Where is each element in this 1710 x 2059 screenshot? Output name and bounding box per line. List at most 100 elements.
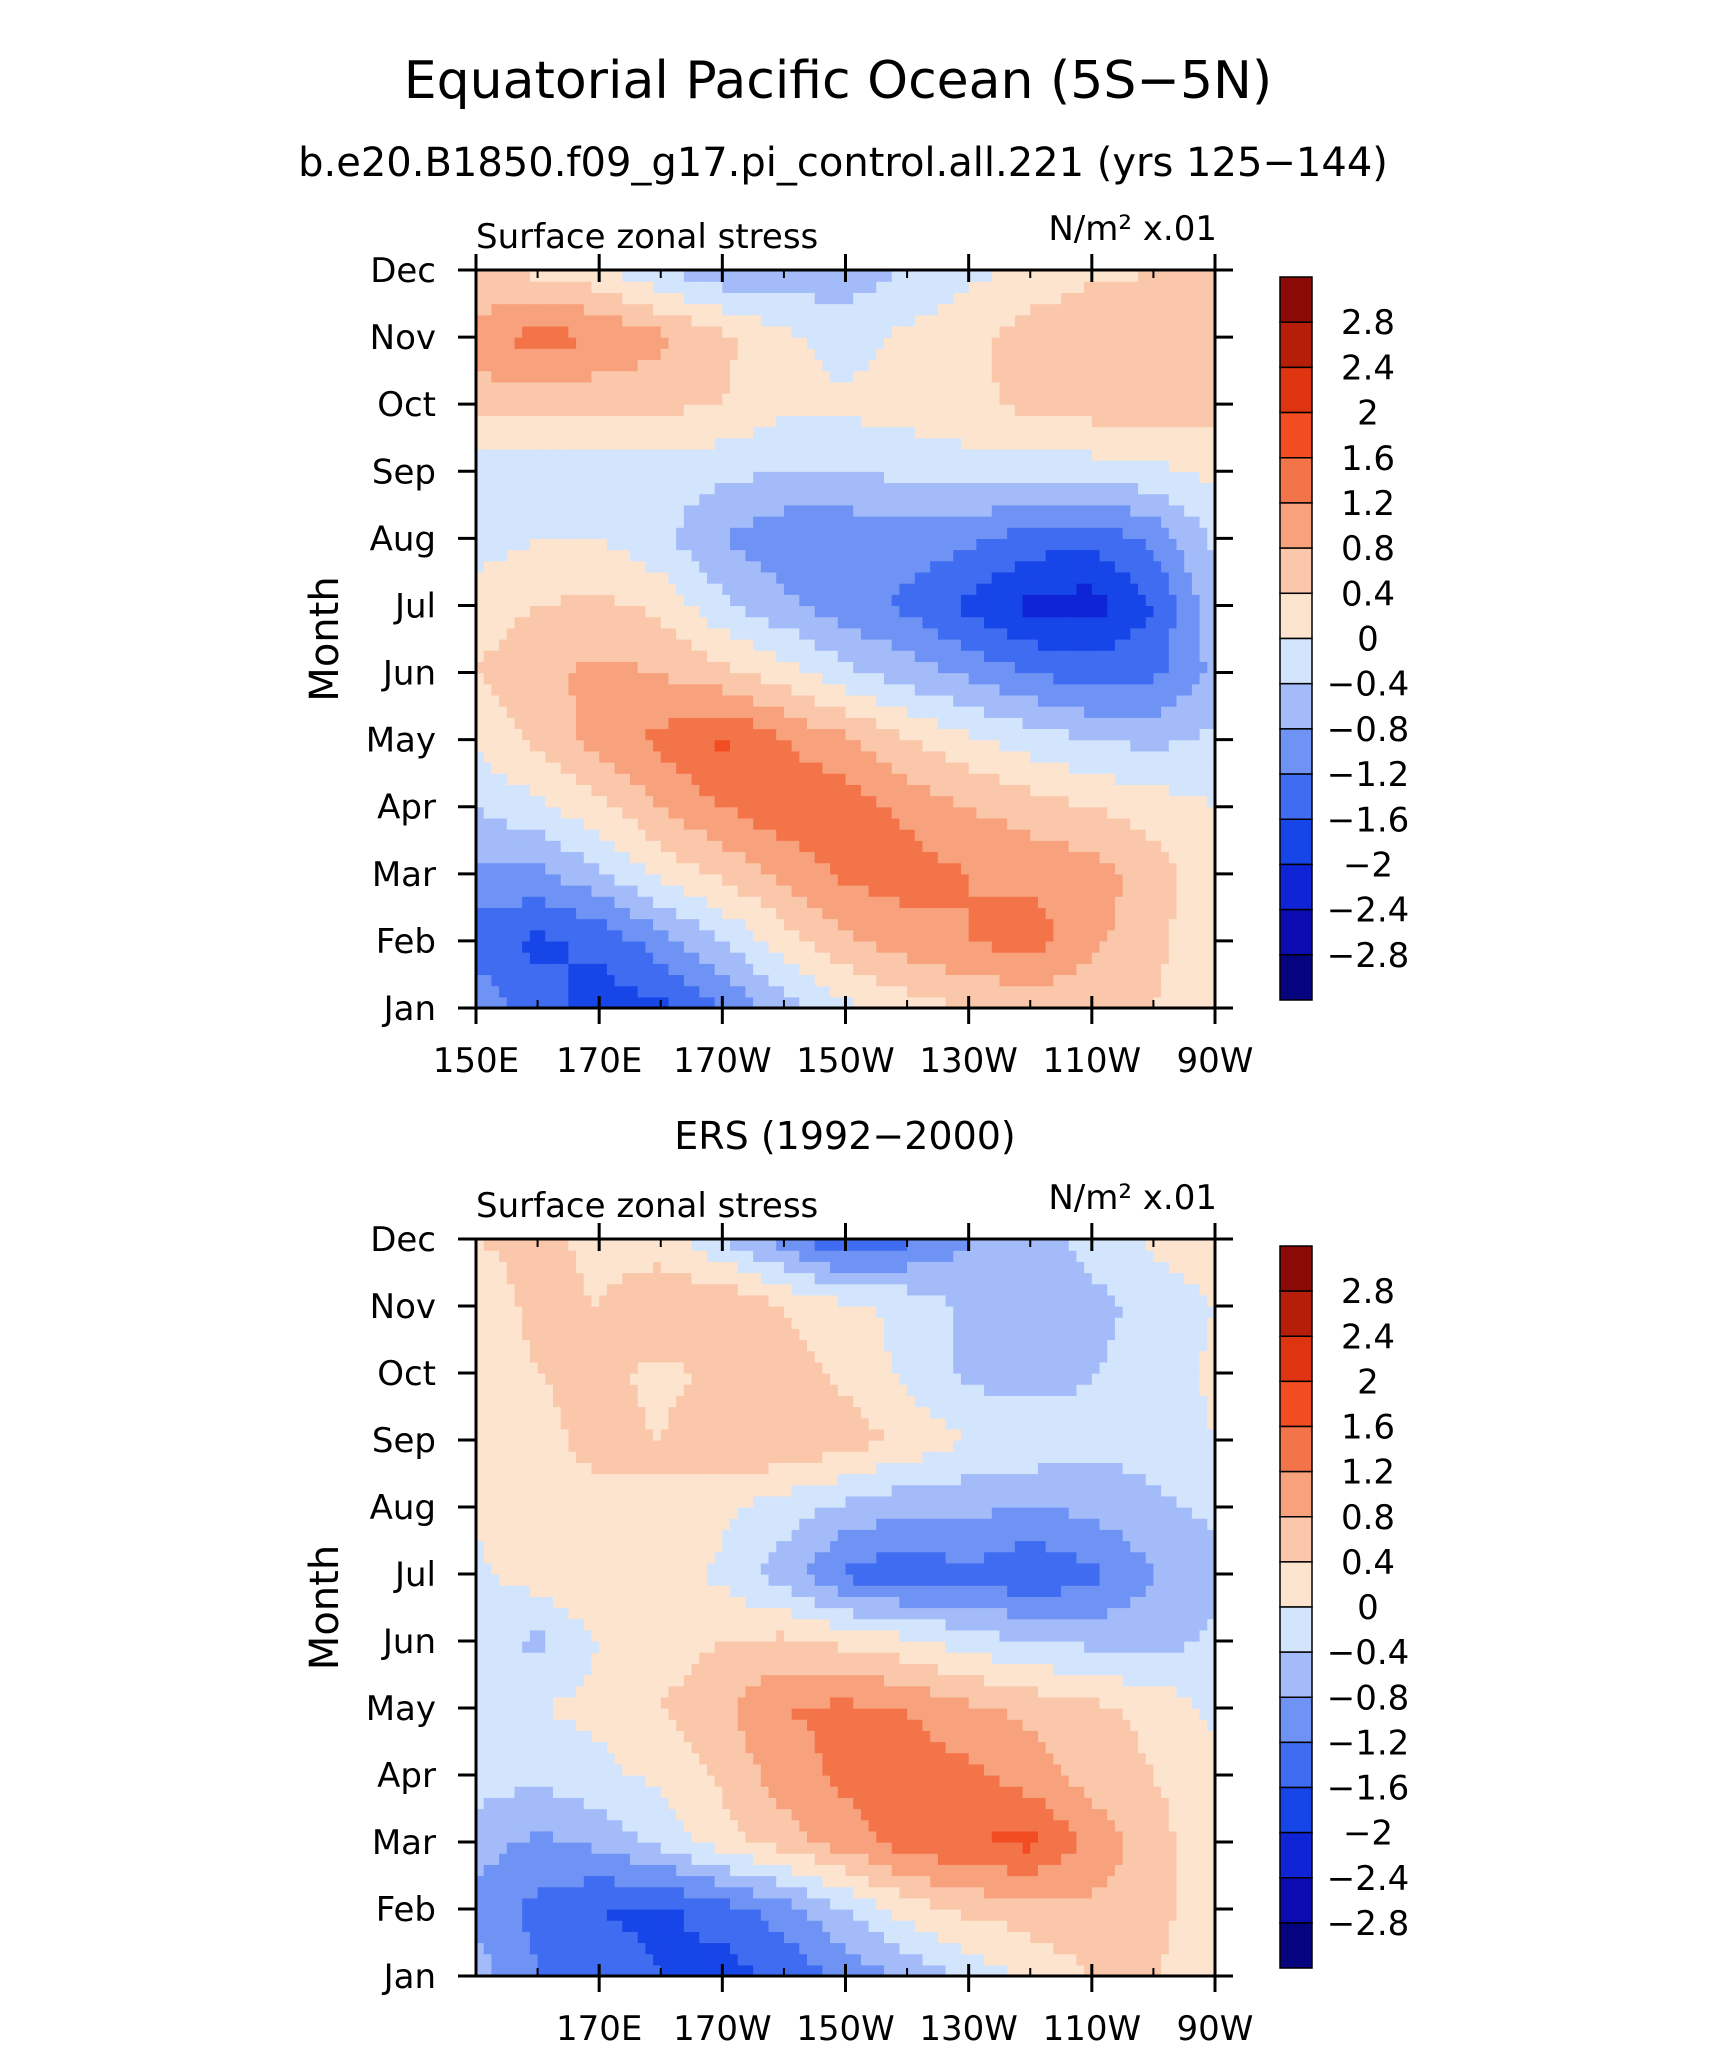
heat-cell (1161, 661, 1170, 674)
heat-cell (706, 896, 716, 908)
heat-cell (807, 974, 816, 987)
heat-cell (776, 873, 785, 886)
heat-cell (706, 717, 716, 730)
heat-cell (883, 594, 893, 607)
heat-cell (860, 985, 870, 998)
heat-cell (860, 918, 870, 931)
heat-cell (1053, 873, 1062, 886)
heat-cell (1014, 538, 1024, 551)
heat-cell (807, 817, 816, 830)
heat-cell (483, 627, 492, 640)
heat-cell (799, 885, 808, 897)
heat-cell (537, 527, 546, 539)
heat-cell (860, 929, 870, 942)
heat-cell (1184, 907, 1193, 920)
heat-cell (899, 583, 908, 595)
heat-cell (660, 717, 670, 730)
heat-cell (552, 885, 562, 897)
heat-cell (1176, 996, 1185, 1009)
heat-cell (1076, 571, 1085, 584)
heat-cell (714, 571, 723, 584)
heat-cell (991, 426, 1001, 439)
heat-cell (668, 571, 677, 584)
heat-cell (899, 683, 908, 696)
heat-cell (491, 940, 500, 953)
heat-cell (1107, 549, 1116, 562)
heat-cell (984, 426, 993, 439)
heat-cell (1053, 940, 1062, 953)
heat-cell (599, 918, 608, 931)
heat-cell (1114, 885, 1124, 897)
heat-cell (1191, 549, 1201, 562)
heat-cell (1122, 750, 1131, 763)
heat-cell (760, 616, 770, 629)
heat-cell (1061, 516, 1070, 528)
heat-cell (491, 784, 500, 797)
heat-cell (560, 594, 569, 607)
heat-cell (837, 806, 847, 819)
heat-cell (1068, 840, 1078, 853)
heat-cell (953, 650, 962, 662)
heat-cell (845, 694, 854, 707)
heat-cell (830, 918, 839, 931)
heat-cell (637, 784, 646, 797)
heat-cell (776, 862, 785, 875)
heat-cell (722, 694, 731, 707)
heat-cell (930, 448, 939, 461)
heat-cell (1114, 817, 1124, 830)
heat-cell (822, 963, 831, 976)
heat-cell (514, 739, 523, 752)
heat-cell (799, 594, 808, 607)
heat-cell (1099, 437, 1108, 450)
heat-cell (1099, 963, 1108, 976)
heat-cell (676, 616, 685, 629)
heat-cell (922, 482, 931, 495)
heat-cell (1199, 940, 1208, 953)
heat-cell (514, 672, 523, 685)
heat-cell (814, 896, 824, 908)
heat-cell (1122, 549, 1131, 562)
heat-cell (807, 762, 816, 774)
heat-cell (1084, 516, 1093, 528)
heat-cell (529, 873, 539, 886)
heat-cell (907, 538, 916, 551)
heat-cell (629, 907, 639, 920)
heat-cell (499, 717, 508, 730)
heat-cell (1014, 694, 1024, 707)
heat-cell (799, 739, 808, 752)
heat-cell (922, 448, 931, 461)
heat-cell (1053, 829, 1062, 841)
heat-cell (730, 985, 739, 998)
heat-cell (499, 806, 508, 819)
heat-cell (991, 605, 1001, 618)
heat-cell (1091, 952, 1101, 964)
heat-cell (799, 516, 808, 528)
heat-cell (722, 873, 731, 886)
heat-cell (737, 952, 747, 964)
heat-cell (814, 862, 824, 875)
heat-cell (1045, 527, 1054, 539)
heat-cell (1014, 426, 1024, 439)
heat-cell (830, 516, 839, 528)
heat-cell (529, 806, 539, 819)
heat-cell (1084, 829, 1093, 841)
heat-cell (560, 583, 569, 595)
heat-cell (737, 806, 747, 819)
heat-cell (737, 885, 747, 897)
heat-cell (629, 504, 639, 517)
heat-cell (1153, 851, 1162, 864)
heat-cell (776, 460, 785, 472)
heat-cell (699, 784, 708, 797)
heat-cell (837, 527, 847, 539)
heat-cell (1045, 717, 1054, 730)
heat-cell (1061, 437, 1070, 450)
heat-cell (899, 448, 908, 461)
heat-cell (514, 583, 523, 595)
heat-cell (1107, 482, 1116, 495)
heat-cell (868, 728, 877, 741)
heat-cell (1030, 996, 1039, 1009)
heat-cell (1084, 717, 1093, 730)
heat-cell (1014, 583, 1024, 595)
heat-cell (1014, 560, 1024, 573)
heat-cell (791, 448, 800, 461)
